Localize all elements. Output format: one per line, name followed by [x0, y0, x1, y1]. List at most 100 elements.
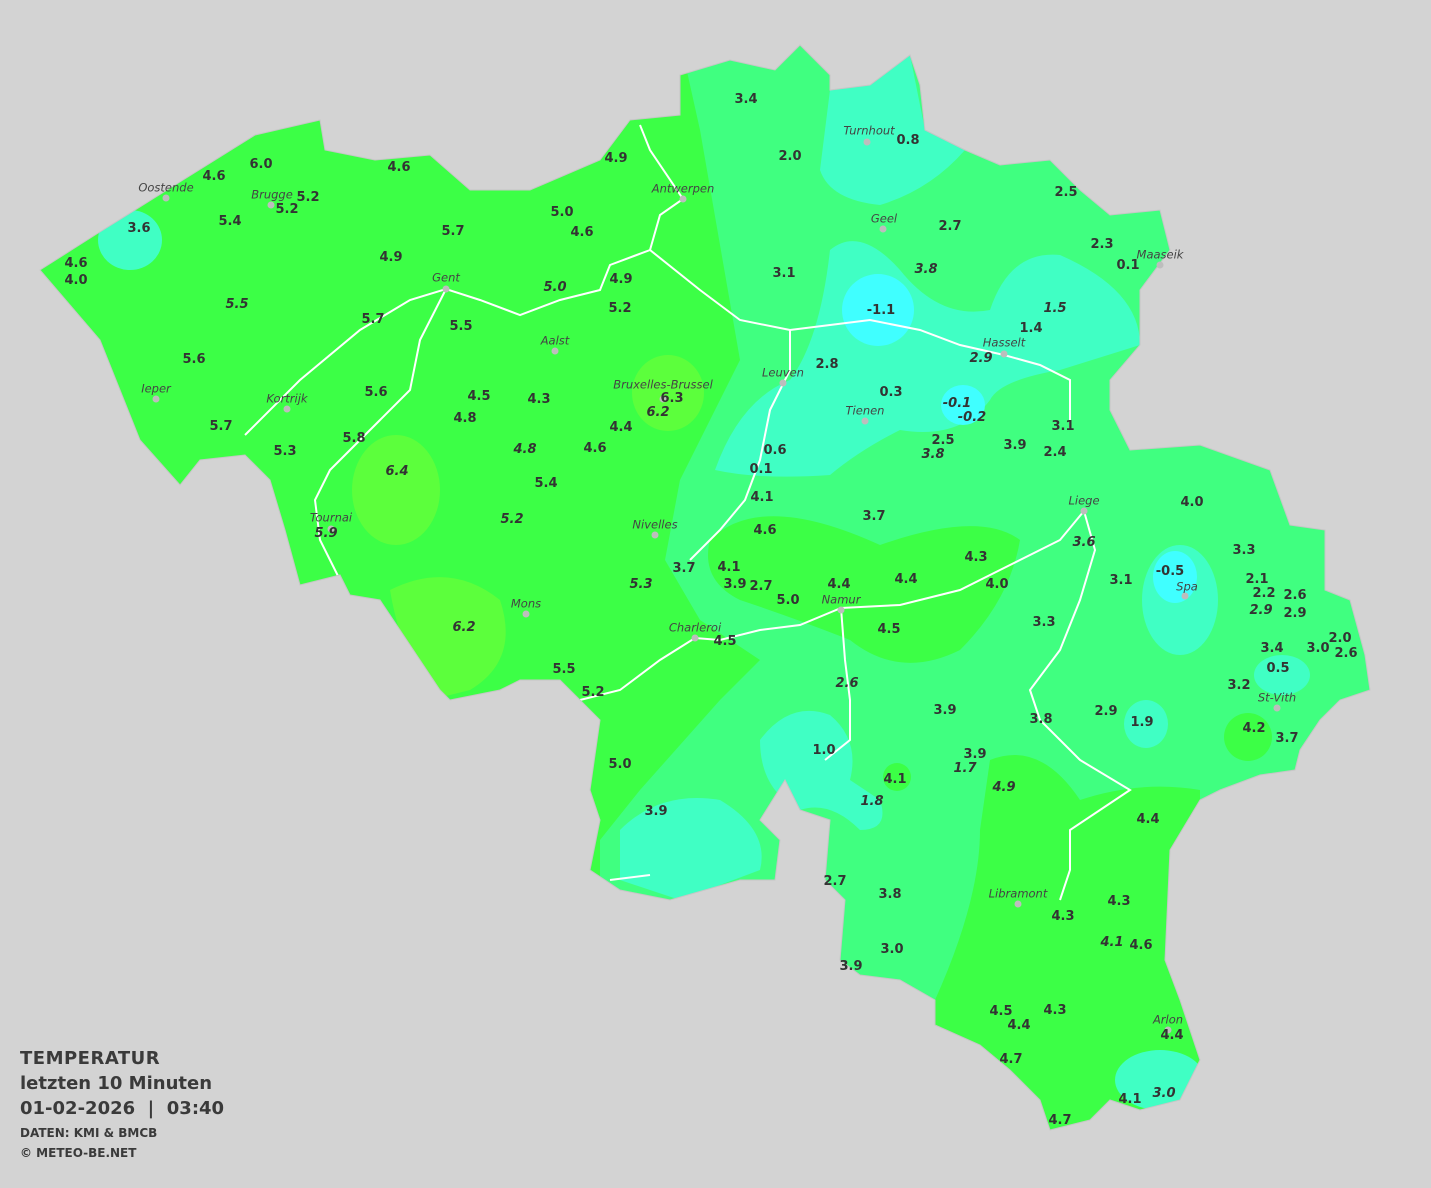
station-temperature: 5.5	[225, 297, 249, 312]
station-temperature: 3.6	[1072, 535, 1096, 550]
station-temperature: -0.5	[1155, 564, 1185, 579]
rivers	[244, 124, 1132, 901]
band-6-brussels	[632, 355, 704, 431]
station-temperature: 4.9	[604, 151, 628, 166]
station-temperature: 4.3	[964, 550, 988, 565]
station-temperature: 3.2	[1227, 678, 1251, 693]
station-temperature: 5.2	[296, 190, 320, 205]
station-temperature: 2.7	[749, 579, 773, 594]
city-label: Bruxelles-Brussel	[613, 377, 713, 392]
city-marker	[651, 531, 659, 539]
station-temperature: 5.6	[364, 385, 388, 400]
city-label: Nivelles	[632, 517, 678, 532]
station-temperature: 5.3	[273, 444, 297, 459]
band-0-chimay	[620, 798, 762, 900]
station-temperature: 2.7	[938, 219, 962, 234]
station-temperature: 2.5	[931, 433, 955, 448]
city-label: Tournai	[309, 510, 353, 525]
city-marker	[283, 405, 291, 413]
city-label: St-Vith	[1257, 690, 1297, 705]
city-marker	[327, 525, 335, 533]
station-temperature: 4.4	[609, 420, 633, 435]
station-temperature: 4.3	[1051, 909, 1075, 924]
copyright: © METEO-BE.NET	[20, 1146, 137, 1160]
station-temperature: 5.2	[500, 512, 524, 527]
station-temperature: 5.7	[441, 224, 465, 239]
station-temperature: 4.4	[1136, 812, 1160, 827]
station-temperature: 3.1	[1109, 573, 1133, 588]
city-marker	[1000, 350, 1008, 358]
band-0-kempen	[820, 55, 965, 205]
legend: TEMPERATUR letzten 10 Minuten 01-02-2026…	[20, 1046, 224, 1163]
city-label: Hasselt	[982, 335, 1026, 350]
station-temperature: 2.0	[778, 149, 802, 164]
station-temperature: 1.0	[812, 743, 836, 758]
station-temperature: 4.0	[985, 577, 1009, 592]
station-temperature: 3.9	[963, 747, 987, 762]
station-temperature: 3.0	[1152, 1086, 1176, 1101]
city-label: Libramont	[988, 886, 1048, 901]
station-temperature: 3.9	[1003, 438, 1027, 453]
station-temperature: 5.0	[543, 280, 567, 295]
station-temperature: 2.4	[1043, 445, 1067, 460]
station-temperature: 4.8	[513, 442, 537, 457]
station-temperature: 3.6	[127, 221, 151, 236]
station-temperature: 3.9	[933, 703, 957, 718]
map-subtitle: letzten 10 Minuten	[20, 1073, 213, 1094]
station-temperature: 5.4	[218, 214, 242, 229]
station-temperature: 3.7	[672, 561, 696, 576]
station-temperature: 1.5	[1043, 301, 1067, 316]
city-label: Ieper	[141, 381, 171, 396]
station-temperature: 6.2	[452, 620, 476, 635]
station-temperature: 0.3	[879, 385, 903, 400]
band-4-south	[930, 755, 1200, 1130]
band-neg-tienen	[941, 385, 985, 425]
city-marker	[691, 634, 699, 642]
city-label: Maaseik	[1136, 247, 1184, 262]
city-marker	[1273, 704, 1281, 712]
station-temperature: 0.5	[1266, 661, 1290, 676]
city-marker	[152, 395, 160, 403]
station-temperature: 0.8	[896, 133, 920, 148]
station-temperature: 2.8	[815, 357, 839, 372]
band-4-stvith	[1224, 713, 1272, 761]
station-temperature: 3.3	[1032, 615, 1056, 630]
band-neg-spa	[1153, 551, 1197, 603]
city-marker	[162, 194, 170, 202]
station-temperature: 4.5	[877, 622, 901, 637]
station-temperature: 5.2	[608, 301, 632, 316]
station-temperature: 4.8	[453, 411, 477, 426]
station-temperature: 3.1	[772, 266, 796, 281]
station-temperature: 3.7	[862, 509, 886, 524]
city-marker	[551, 347, 559, 355]
city-label: Spa	[1176, 579, 1198, 594]
station-temperature: 5.5	[449, 319, 473, 334]
station-temperature: 4.3	[1043, 1003, 1067, 1018]
station-temperature: 3.8	[914, 262, 938, 277]
station-temperature: 4.3	[527, 392, 551, 407]
station-temperature: 5.0	[776, 593, 800, 608]
station-temperature: 6.4	[385, 464, 409, 479]
city-label: Antwerpen	[651, 181, 715, 196]
city-label: Liege	[1068, 493, 1100, 508]
city-marker	[442, 285, 450, 293]
station-temperature: 3.4	[734, 92, 758, 107]
station-temperature: -0.1	[942, 396, 972, 411]
band-0-stvith	[1254, 655, 1310, 695]
city-marker	[1156, 261, 1164, 269]
station-temperature: 2.7	[823, 874, 847, 889]
band-6-ath	[352, 435, 440, 545]
band-4-central	[708, 516, 1020, 663]
station-temperature: 2.9	[1283, 606, 1307, 621]
city-label: Namur	[821, 592, 861, 607]
city-marker	[679, 195, 687, 203]
station-temperature: 5.7	[209, 419, 233, 434]
city-marker	[779, 379, 787, 387]
station-temperature: 2.5	[1054, 185, 1078, 200]
station-temperature: 4.9	[609, 272, 633, 287]
station-temperature: 3.1	[1051, 419, 1075, 434]
band-neg-herentals	[842, 274, 914, 346]
station-temperature: 5.6	[182, 352, 206, 367]
station-temperature: 4.4	[1160, 1028, 1184, 1043]
